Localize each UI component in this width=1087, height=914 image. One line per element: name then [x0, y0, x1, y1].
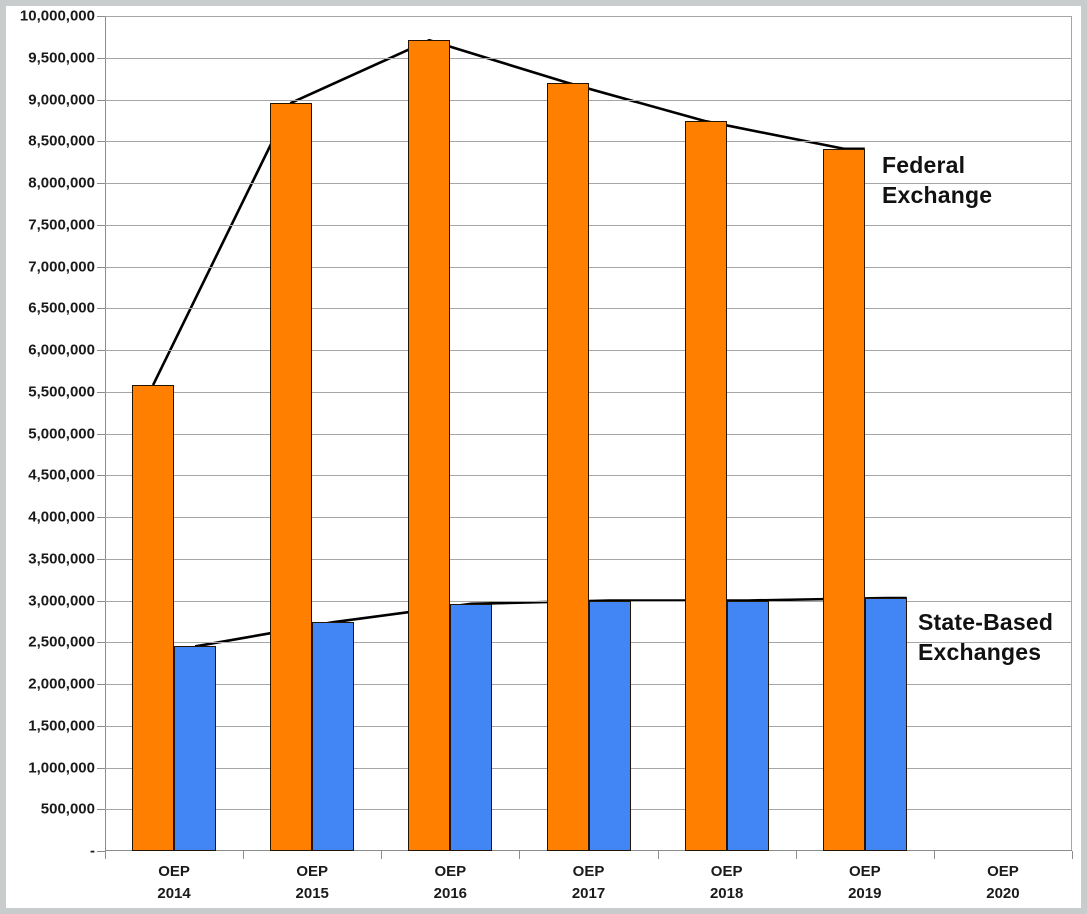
x-axis-tick — [243, 851, 245, 859]
gridline — [105, 475, 1072, 477]
y-axis-label: 2,500,000 — [28, 633, 95, 651]
y-axis-label: - — [90, 842, 95, 860]
y-axis-tick — [97, 141, 105, 143]
y-axis-label: 3,500,000 — [28, 550, 95, 568]
y-axis-tick — [97, 57, 105, 59]
y-axis-label: 2,000,000 — [28, 675, 95, 693]
bar-state-2014 — [174, 646, 217, 851]
y-axis-tick — [97, 725, 105, 727]
y-axis-tick — [97, 642, 105, 644]
gridline — [105, 224, 1072, 226]
y-axis-tick — [97, 433, 105, 435]
x-axis-label-2019: OEP 2019 — [848, 863, 882, 902]
bar-federal-2016 — [408, 40, 451, 851]
y-axis-label: 6,000,000 — [28, 341, 95, 359]
y-axis-tick — [97, 266, 105, 268]
y-axis-tick — [97, 99, 105, 101]
y-axis-tick — [97, 558, 105, 560]
bar-state-2015 — [312, 622, 355, 851]
bar-federal-2019 — [822, 148, 865, 851]
x-axis-label-2015: OEP 2015 — [295, 863, 329, 902]
y-axis-tick — [97, 350, 105, 351]
x-axis-tick — [657, 851, 659, 859]
bar-state-2018 — [726, 600, 769, 851]
y-axis-tick — [97, 224, 105, 226]
y-axis-label: 4,500,000 — [28, 466, 95, 484]
gridline — [105, 350, 1072, 351]
y-axis-label: 5,000,000 — [28, 425, 95, 442]
y-axis-tick — [97, 809, 105, 811]
y-axis-label: 500,000 — [40, 800, 95, 818]
y-axis-label: 8,500,000 — [28, 132, 95, 150]
y-axis-tick — [97, 517, 105, 518]
gridline — [105, 558, 1072, 560]
y-axis-label: 1,500,000 — [28, 717, 95, 735]
y-axis-tick — [97, 767, 105, 769]
x-axis-tick — [519, 851, 521, 859]
bar-federal-2017 — [546, 82, 589, 851]
state-based-exchanges-series-label: State-Based Exchanges — [918, 609, 1054, 665]
y-axis-label: 8,000,000 — [28, 174, 95, 192]
y-axis-tick — [97, 16, 105, 17]
y-axis-tick — [97, 308, 105, 310]
y-axis-label: 5,500,000 — [28, 383, 95, 401]
y-axis-label: 7,500,000 — [28, 216, 95, 234]
y-axis-label: 9,000,000 — [28, 91, 95, 108]
bar-state-2016 — [450, 603, 493, 851]
gridline — [105, 308, 1072, 310]
bar-federal-2015 — [270, 102, 313, 851]
gridline — [105, 57, 1072, 59]
y-axis-label: 7,000,000 — [28, 258, 95, 275]
bar-federal-2014 — [132, 385, 175, 851]
x-axis-label-2014: OEP 2014 — [157, 863, 191, 902]
y-axis-label: 1,000,000 — [28, 759, 95, 776]
y-axis-tick — [97, 600, 105, 602]
bar-state-2019 — [864, 597, 907, 851]
x-axis-tick — [105, 851, 106, 859]
plot-area: - 500,000 1,000,000 1,500,000 2,000,000 2,500… — [20, 8, 1073, 902]
gridline — [105, 141, 1072, 143]
y-axis-tick — [97, 851, 105, 852]
x-axis-label-2017: OEP 2017 — [571, 863, 606, 902]
gridline — [105, 517, 1072, 518]
y-axis-tick — [97, 684, 105, 685]
y-axis-tick — [97, 183, 105, 184]
bar-federal-2018 — [684, 121, 727, 851]
x-axis-label-2020: OEP 2020 — [986, 863, 1020, 902]
x-axis-tick — [1072, 851, 1073, 859]
federal-exchange-series-label: Federal Exchange — [882, 152, 993, 208]
y-axis-label: 3,000,000 — [28, 592, 95, 609]
gridline — [105, 183, 1072, 184]
y-axis-tick — [97, 475, 105, 477]
x-axis-tick — [933, 851, 935, 859]
gridline — [105, 16, 1072, 17]
gridline — [105, 433, 1072, 435]
bar-state-2017 — [588, 600, 631, 851]
gridline — [105, 99, 1072, 101]
y-axis-label: 9,500,000 — [28, 49, 95, 67]
x-axis-label-2016: OEP 2016 — [433, 863, 468, 902]
y-axis-label: 6,500,000 — [28, 299, 95, 317]
y-axis-tick — [97, 391, 105, 393]
x-axis-label-2018: OEP 2018 — [709, 863, 744, 902]
x-axis-tick — [795, 851, 797, 859]
gridline — [105, 391, 1072, 393]
federal-trend-line — [151, 38, 865, 386]
y-axis-label: 10,000,000 — [19, 7, 95, 25]
x-axis-tick — [381, 851, 383, 859]
gridline — [105, 266, 1072, 268]
y-axis-label: 4,000,000 — [28, 508, 95, 526]
